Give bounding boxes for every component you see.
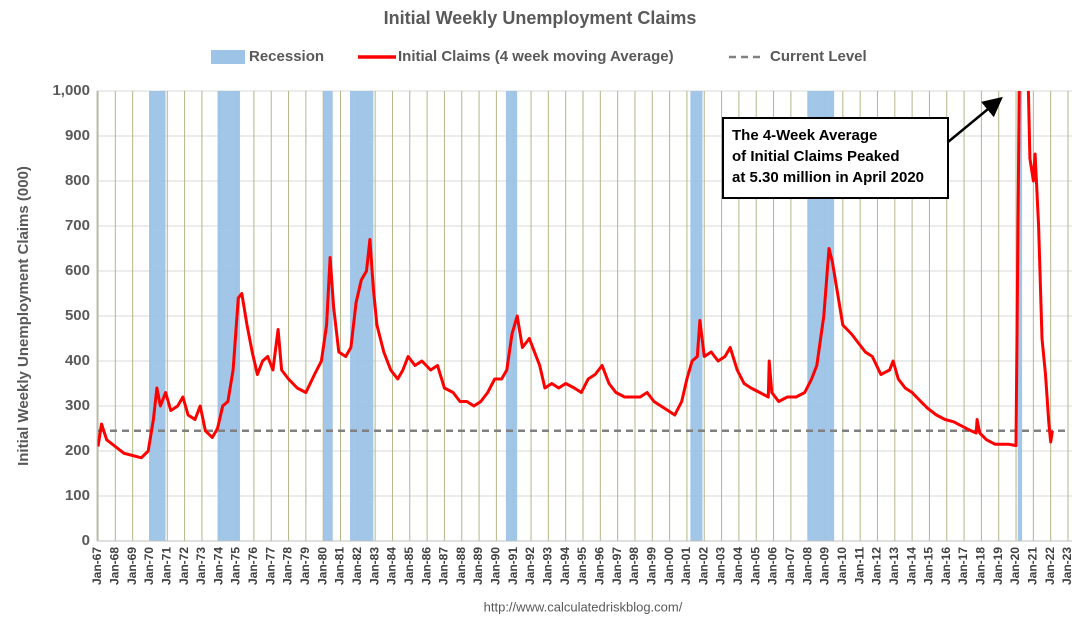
x-tick-label: Jan-72 xyxy=(177,547,191,585)
annotation-box xyxy=(722,117,949,199)
y-tick-label: 100 xyxy=(65,487,90,504)
x-tick-label: Jan-75 xyxy=(229,547,243,585)
annotation-arrow xyxy=(947,96,1003,143)
x-tick-label: Jan-85 xyxy=(402,547,416,585)
x-tick-label: Jan-80 xyxy=(315,547,329,585)
legend-label: Initial Claims (4 week moving Average) xyxy=(398,48,674,65)
x-tick-label: Jan-84 xyxy=(385,547,399,585)
x-tick-label: Jan-22 xyxy=(1043,547,1057,585)
y-tick-label: 0 xyxy=(82,532,90,549)
x-tick-label: Jan-13 xyxy=(887,547,901,585)
x-tick-label: Jan-83 xyxy=(367,547,381,585)
legend-label: Current Level xyxy=(770,48,867,65)
x-tick-label: Jan-21 xyxy=(1026,547,1040,585)
recession-band xyxy=(505,91,518,541)
x-tick-label: Jan-17 xyxy=(956,547,970,585)
x-tick-label: Jan-79 xyxy=(298,547,312,585)
x-tick-label: Jan-10 xyxy=(835,547,849,585)
annotation-text: The 4-Week Average xyxy=(732,127,877,144)
recession-band xyxy=(350,91,374,541)
x-tick-label: Jan-68 xyxy=(107,547,121,585)
y-tick-label: 400 xyxy=(65,352,90,369)
x-tick-label: Jan-94 xyxy=(558,547,572,585)
x-tick-label: Jan-98 xyxy=(627,547,641,585)
x-tick-label: Jan-74 xyxy=(211,547,225,585)
claims-line xyxy=(97,91,1054,460)
y-tick-label: 200 xyxy=(65,442,90,459)
x-tick-label: Jan-82 xyxy=(350,547,364,585)
x-tick-label: Jan-87 xyxy=(437,547,451,585)
recession-band xyxy=(690,91,703,541)
recession-band xyxy=(1017,91,1023,541)
x-tick-label: Jan-67 xyxy=(90,547,104,585)
legend-swatch xyxy=(211,50,245,64)
annotation: The 4-Week Average of Initial Claims Peak… xyxy=(722,96,1003,199)
recession-band xyxy=(149,91,166,541)
y-tick-label: 900 xyxy=(65,127,90,144)
legend: Recession Initial Claims (4 week moving A… xyxy=(211,48,867,65)
source: http://www.calculatedriskblog.com/ xyxy=(484,599,683,614)
x-tick-label: Jan-95 xyxy=(575,547,589,585)
x-tick-label: Jan-00 xyxy=(662,547,676,585)
x-tick-label: Jan-06 xyxy=(766,547,780,585)
x-tick-label: Jan-23 xyxy=(1060,547,1074,585)
x-tick-label: Jan-93 xyxy=(541,547,555,585)
y-tick-label: 1,000 xyxy=(52,82,90,99)
x-tick-label: Jan-81 xyxy=(333,547,347,585)
recession-band xyxy=(217,91,241,541)
x-tick-label: Jan-69 xyxy=(125,547,139,585)
y-tick-label: 500 xyxy=(65,307,90,324)
x-tick-label: Jan-89 xyxy=(471,547,485,585)
annotation-text: of Initial Claims Peaked xyxy=(732,148,900,165)
annotation-text: at 5.30 million in April 2020 xyxy=(732,169,924,186)
plot-area xyxy=(97,91,1068,541)
x-tick-label: Jan-76 xyxy=(246,547,260,585)
x-tick-label: Jan-11 xyxy=(852,547,866,585)
x-tick-label: Jan-96 xyxy=(592,547,606,585)
x-tick-label: Jan-70 xyxy=(142,547,156,585)
y-tick-label: 700 xyxy=(65,217,90,234)
x-tick-label: Jan-16 xyxy=(939,547,953,585)
x-tick-label: Jan-73 xyxy=(194,547,208,585)
chart-title: Initial Weekly Unemployment Claims xyxy=(384,8,697,28)
x-tick-label: Jan-12 xyxy=(870,547,884,585)
x-tick-label: Jan-18 xyxy=(974,547,988,585)
x-tick-label: Jan-86 xyxy=(419,547,433,585)
x-tick-label: Jan-09 xyxy=(818,547,832,585)
x-tick-label: Jan-03 xyxy=(714,547,728,585)
x-tick-label: Jan-05 xyxy=(748,547,762,585)
x-tick-label: Jan-07 xyxy=(783,547,797,585)
x-tick-label: Jan-04 xyxy=(731,547,745,585)
x-tick-label: Jan-99 xyxy=(644,547,658,585)
y-axis-label: Initial Weekly Unemployment Claims (000) xyxy=(15,166,32,466)
x-tick-label: Jan-92 xyxy=(523,547,537,585)
x-tick-label: Jan-78 xyxy=(281,547,295,585)
x-tick-label: Jan-19 xyxy=(991,547,1005,585)
x-tick-label: Jan-71 xyxy=(159,547,173,585)
x-tick-label: Jan-77 xyxy=(263,547,277,585)
x-tick-label: Jan-90 xyxy=(489,547,503,585)
x-tick-label: Jan-91 xyxy=(506,547,520,585)
x-tick-label: Jan-97 xyxy=(610,547,624,585)
x-tick-label: Jan-88 xyxy=(454,547,468,585)
y-tick-label: 300 xyxy=(65,397,90,414)
legend-label: Recession xyxy=(249,48,324,65)
y-tick-label: 800 xyxy=(65,172,90,189)
x-tick-label: Jan-15 xyxy=(922,547,936,585)
x-tick-label: Jan-02 xyxy=(696,547,710,585)
x-tick-label: Jan-14 xyxy=(904,547,918,585)
x-tick-label: Jan-01 xyxy=(679,547,693,585)
y-tick-label: 600 xyxy=(65,262,90,279)
x-tick-label: Jan-20 xyxy=(1008,547,1022,585)
x-tick-label: Jan-08 xyxy=(800,547,814,585)
